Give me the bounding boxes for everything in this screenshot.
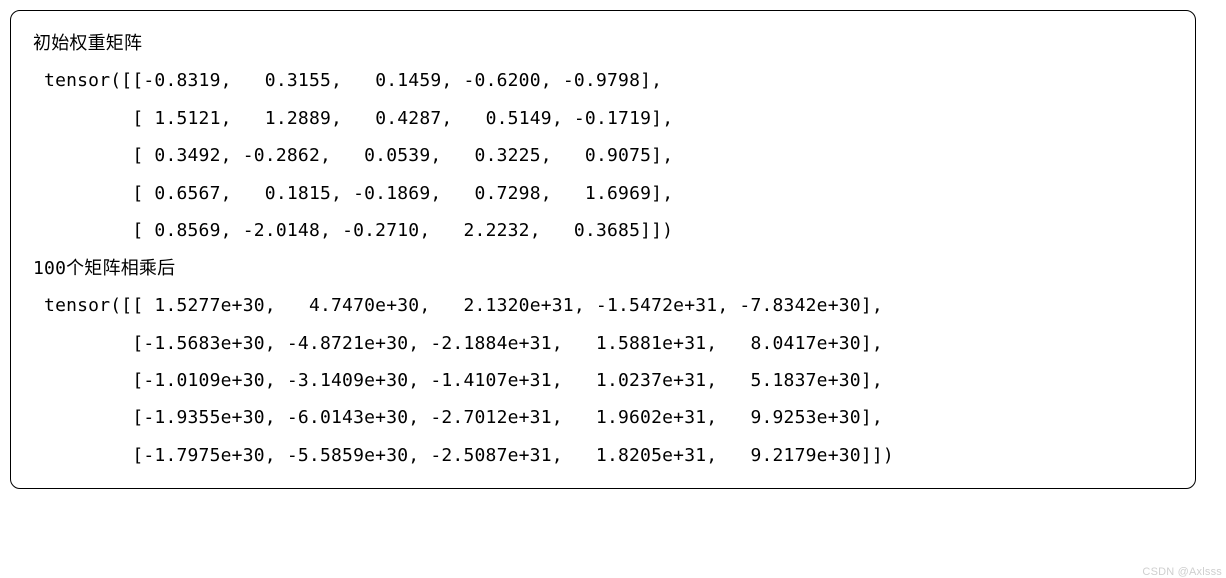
output-box: 初始权重矩阵 tensor([[-0.8319, 0.3155, 0.1459,…	[10, 10, 1196, 489]
tensor2: tensor([[ 1.5277e+30, 4.7470e+30, 2.1320…	[33, 295, 894, 466]
header-after-multiply: 100个矩阵相乘后	[33, 258, 175, 279]
console-output: 初始权重矩阵 tensor([[-0.8319, 0.3155, 0.1459,…	[33, 25, 1177, 474]
tensor1: tensor([[-0.8319, 0.3155, 0.1459, -0.620…	[33, 70, 673, 241]
header-initial-weight: 初始权重矩阵	[33, 33, 142, 54]
watermark-text: CSDN @Axlsss	[1142, 566, 1222, 578]
